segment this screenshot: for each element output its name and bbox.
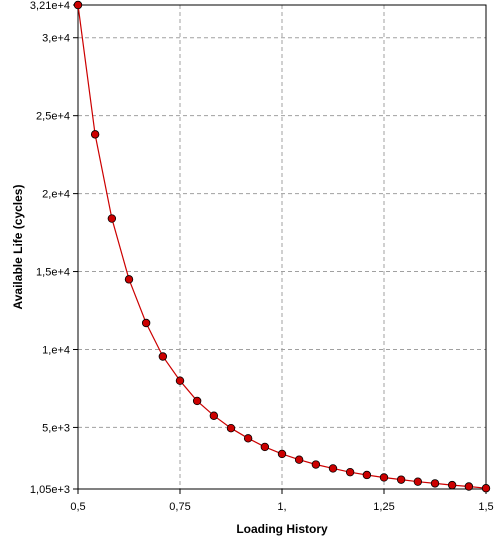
data-point bbox=[294, 455, 304, 464]
data-point bbox=[243, 434, 253, 443]
data-point bbox=[226, 424, 236, 433]
data-point bbox=[260, 442, 270, 452]
data-point bbox=[277, 449, 287, 459]
y-tick-label: 2,5e+4 bbox=[36, 111, 70, 123]
y-tick-label: 1,5e+4 bbox=[36, 267, 70, 279]
data-point bbox=[209, 411, 219, 420]
x-tick-label: 1,25 bbox=[373, 501, 394, 513]
data-point bbox=[175, 376, 185, 385]
y-axis: 1,05e+3 5,e+3 1,e+4 1,5e+4 2,e+4 2,5e+4 3,e+4 3… bbox=[30, 0, 78, 496]
x-axis: 0,5 0,75 1, 1,25 1,5 bbox=[70, 489, 494, 513]
data-point bbox=[311, 460, 321, 469]
y-axis-title: Available Life (cycles) bbox=[11, 185, 25, 310]
grid bbox=[78, 5, 486, 489]
data-point bbox=[90, 130, 100, 139]
y-tick-label: 1,e+4 bbox=[42, 344, 70, 356]
data-point bbox=[328, 464, 338, 473]
y-tick-label: 3,21e+4 bbox=[30, 0, 70, 12]
series-layer bbox=[73, 0, 491, 493]
data-point bbox=[73, 0, 83, 10]
data-point bbox=[107, 214, 117, 223]
data-point bbox=[481, 484, 491, 493]
y-tick-label: 3,e+4 bbox=[42, 33, 70, 45]
data-point bbox=[396, 475, 406, 484]
x-tick-label: 0,5 bbox=[70, 501, 85, 513]
data-point bbox=[124, 275, 134, 284]
x-tick-label: 1,5 bbox=[478, 501, 493, 513]
data-point bbox=[447, 480, 457, 490]
data-point bbox=[379, 473, 389, 482]
x-tick-label: 0,75 bbox=[169, 501, 190, 513]
x-tick-label: 1, bbox=[277, 501, 286, 513]
data-point bbox=[141, 318, 151, 328]
data-point bbox=[158, 352, 168, 361]
x-axis-title: Loading History bbox=[236, 522, 328, 536]
data-point bbox=[430, 479, 440, 488]
data-point bbox=[413, 477, 423, 486]
data-point bbox=[362, 470, 372, 480]
data-point bbox=[192, 396, 202, 406]
y-tick-label: 2,e+4 bbox=[42, 189, 70, 201]
data-point bbox=[345, 467, 355, 477]
y-tick-label: 1,05e+3 bbox=[30, 484, 70, 496]
data-point bbox=[464, 482, 474, 491]
y-tick-label: 5,e+3 bbox=[42, 422, 70, 434]
